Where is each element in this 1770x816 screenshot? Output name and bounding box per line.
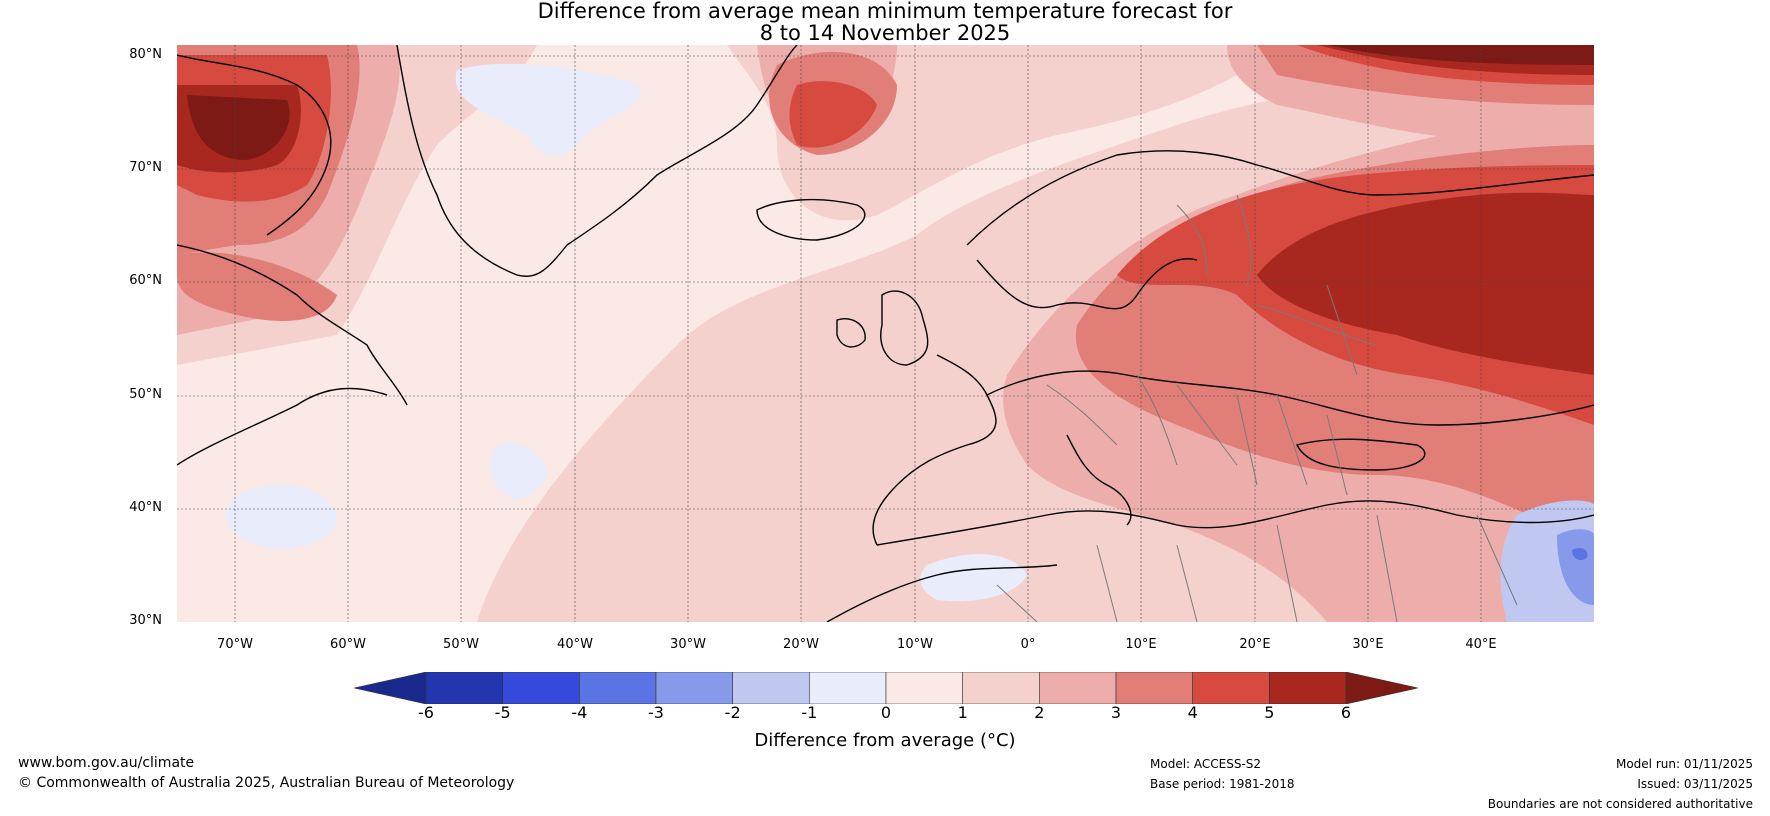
lon-label-10w: 10°W bbox=[897, 637, 933, 652]
footer-model-run: Model run: 01/11/2025 bbox=[1615, 757, 1753, 771]
anomaly-map-svg bbox=[177, 45, 1594, 622]
anomaly-negative-sahara bbox=[920, 554, 1027, 602]
colorbar-segment bbox=[1269, 672, 1347, 704]
lat-label-60n: 60°N bbox=[129, 273, 162, 288]
footer-issued: Issued: 03/11/2025 bbox=[1637, 777, 1753, 791]
colorbar-tick-label: 6 bbox=[1340, 703, 1352, 722]
anomaly-negative-western-atlantic bbox=[226, 484, 337, 549]
lat-label-30n: 30°N bbox=[129, 613, 162, 628]
colorbar-segment bbox=[732, 672, 810, 704]
lat-label-50n: 50°N bbox=[129, 387, 162, 402]
colorbar bbox=[354, 672, 1418, 704]
forecast-map bbox=[177, 45, 1594, 622]
colorbar-tick-label: 5 bbox=[1264, 703, 1275, 722]
colorbar-segment bbox=[1039, 672, 1117, 704]
lon-label-50w: 50°W bbox=[443, 637, 479, 652]
colorbar-label: Difference from average (°C) bbox=[754, 730, 1016, 751]
lon-label-40e: 40°E bbox=[1465, 637, 1497, 652]
lat-label-70n: 70°N bbox=[129, 160, 162, 175]
anomaly-negative-middle-east-peak bbox=[1572, 547, 1588, 561]
lon-label-20e: 20°E bbox=[1239, 637, 1271, 652]
colorbar-tick-label: 1 bbox=[957, 703, 968, 722]
lon-label-30e: 30°E bbox=[1352, 637, 1384, 652]
colorbar-segment bbox=[425, 672, 503, 704]
lon-label-60w: 60°W bbox=[330, 637, 366, 652]
lon-label-10e: 10°E bbox=[1125, 637, 1157, 652]
colorbar-segment bbox=[1115, 672, 1193, 704]
colorbar-extend-low bbox=[354, 672, 427, 704]
colorbar-tick-label: 0 bbox=[880, 703, 892, 722]
lon-label-30w: 30°W bbox=[670, 637, 706, 652]
colorbar-segment bbox=[579, 672, 657, 704]
anomaly-band-above-6-baffin bbox=[187, 95, 290, 160]
lon-label-20w: 20°W bbox=[783, 637, 819, 652]
colorbar-tick-label: 3 bbox=[1110, 703, 1122, 722]
internal-boundaries bbox=[996, 194, 1518, 622]
lon-label-70w: 70°W bbox=[217, 637, 253, 652]
map-title-line-1: Difference from average mean minimum tem… bbox=[537, 0, 1233, 23]
anomaly-band-above-6-arctic bbox=[1327, 45, 1594, 65]
graticule bbox=[177, 45, 1594, 622]
anomaly-band-4-5-svalbard bbox=[789, 81, 877, 148]
footer-disclaimer: Boundaries are not considered authoritat… bbox=[1487, 797, 1753, 811]
colorbar-tick-label: 4 bbox=[1187, 703, 1198, 722]
colorbar-extend-high bbox=[1345, 672, 1418, 704]
colorbar-tick-label: 2 bbox=[1034, 703, 1045, 722]
colorbar-segment bbox=[655, 672, 733, 704]
colorbar-segment bbox=[809, 672, 887, 704]
lat-label-80n: 80°N bbox=[129, 47, 162, 62]
footer-base-period: Base period: 1981-2018 bbox=[1150, 777, 1295, 791]
colorbar-segment bbox=[885, 672, 963, 704]
colorbar-segment bbox=[962, 672, 1040, 704]
map-title-line-2: 8 to 14 November 2025 bbox=[759, 21, 1011, 45]
coastlines bbox=[177, 45, 1594, 622]
colorbar-segment bbox=[1192, 672, 1270, 704]
anomaly-negative-middle-east-core bbox=[1557, 529, 1594, 605]
colorbar-tick-label: -3 bbox=[648, 703, 664, 722]
colorbar-tick-label: -6 bbox=[418, 703, 434, 722]
footer-website: www.bom.gov.au/climate bbox=[18, 755, 195, 771]
colorbar-tick-label: -5 bbox=[494, 703, 511, 722]
anomaly-negative-north-atlantic bbox=[455, 63, 642, 156]
anomaly-negative-mid-atlantic bbox=[490, 442, 547, 499]
lon-label-40w: 40°W bbox=[557, 637, 593, 652]
colorbar-segment bbox=[502, 672, 580, 704]
footer-model: Model: ACCESS-S2 bbox=[1150, 757, 1262, 771]
anomaly-band-3-4-labrador bbox=[177, 252, 337, 321]
colorbar-tick-label: -2 bbox=[724, 703, 741, 722]
colorbar-tick-label: -4 bbox=[571, 703, 588, 722]
lon-label-0: 0° bbox=[1020, 637, 1036, 652]
footer-copyright: © Commonwealth of Australia 2025, Austra… bbox=[18, 775, 515, 791]
colorbar-tick-label: -1 bbox=[801, 703, 818, 722]
anomaly-band-5-6-russia bbox=[1257, 192, 1594, 375]
lat-label-40n: 40°N bbox=[129, 500, 162, 515]
